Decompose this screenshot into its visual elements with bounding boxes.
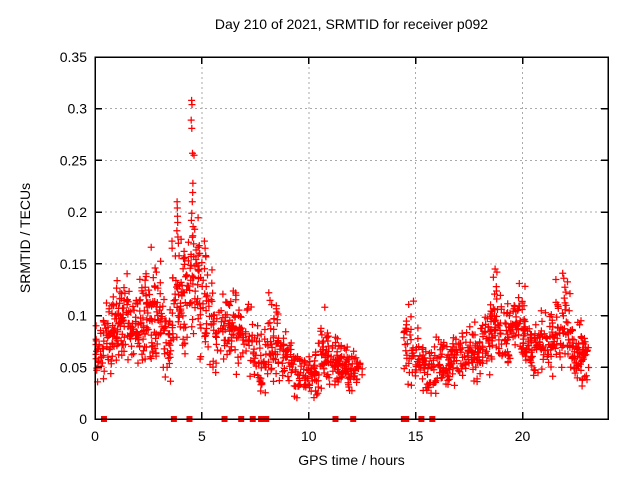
- plot-border: [94, 56, 609, 420]
- x-tick-label: 0: [91, 428, 99, 444]
- x-tick-label: 10: [301, 428, 317, 444]
- y-tick-label: 0.05: [60, 359, 87, 375]
- y-tick-label: 0.1: [68, 308, 88, 324]
- y-tick-label: 0.2: [68, 204, 88, 220]
- x-axis-label: GPS time / hours: [298, 452, 405, 468]
- y-tick-label: 0.25: [60, 152, 87, 168]
- x-tick-label: 20: [515, 428, 531, 444]
- chart-title: Day 210 of 2021, SRMTID for receiver p09…: [214, 16, 489, 32]
- x-tick-label: 5: [198, 428, 206, 444]
- y-tick-label: 0: [79, 411, 87, 427]
- y-tick-label: 0.15: [60, 256, 87, 272]
- y-tick-label: 0.35: [60, 49, 87, 65]
- x-tick-label: 15: [408, 428, 424, 444]
- y-tick-label: 0.3: [68, 101, 88, 117]
- scatter-points: [92, 96, 593, 402]
